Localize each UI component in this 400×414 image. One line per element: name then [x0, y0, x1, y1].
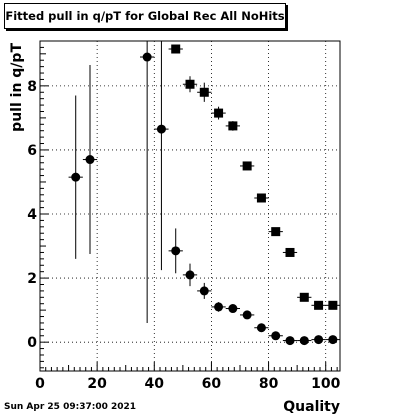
circle-marker — [285, 336, 295, 346]
square-marker — [228, 121, 238, 131]
timestamp-footer: Sun Apr 25 09:37:00 2021 — [4, 402, 136, 412]
x-axis-label: Quality — [283, 399, 340, 414]
y-tick-label: 2 — [27, 271, 37, 287]
circle-marker — [242, 310, 252, 320]
circle-marker — [185, 270, 195, 280]
square-marker — [299, 292, 309, 302]
axes: 0 20 40 60 80 100 0 2 4 6 8 — [27, 46, 341, 392]
x-tick-label: 100 — [311, 376, 340, 392]
y-axis-label: pull in q/pT — [9, 43, 25, 132]
y-tick-label: 4 — [27, 207, 37, 223]
x-tick-label: 20 — [87, 376, 107, 392]
circle-marker — [299, 336, 309, 346]
square-marker — [314, 300, 324, 310]
square-marker — [328, 300, 338, 310]
circle-marker — [256, 323, 266, 333]
circle-marker — [156, 124, 166, 134]
y-tick-label: 8 — [27, 79, 37, 95]
square-marker — [199, 87, 209, 97]
circle-marker — [314, 335, 324, 345]
square-marker — [271, 227, 281, 237]
square-marker — [185, 79, 195, 89]
circle-marker — [142, 52, 152, 62]
circle-marker — [328, 335, 338, 345]
plot-frame — [39, 40, 341, 372]
square-marker — [285, 247, 295, 257]
circle-marker — [85, 155, 95, 165]
circle-marker — [228, 304, 238, 314]
data-marks — [68, 41, 340, 346]
y-tick-label: 6 — [27, 143, 37, 159]
circle-marker — [214, 302, 224, 312]
square-marker — [256, 193, 266, 203]
x-tick-label: 60 — [202, 376, 222, 392]
x-tick-label: 40 — [145, 376, 165, 392]
circle-marker — [271, 331, 281, 341]
circle-marker — [71, 172, 81, 182]
chart-title: Fitted pull in q/pT for Global Rec All N… — [4, 3, 286, 29]
x-tick-label: 80 — [259, 376, 279, 392]
circle-marker — [199, 286, 209, 296]
square-marker — [242, 161, 252, 171]
square-marker — [171, 44, 181, 54]
x-tick-label: 0 — [35, 376, 45, 392]
y-tick-label: 0 — [27, 335, 37, 351]
circle-marker — [171, 246, 181, 256]
square-marker — [214, 108, 224, 118]
